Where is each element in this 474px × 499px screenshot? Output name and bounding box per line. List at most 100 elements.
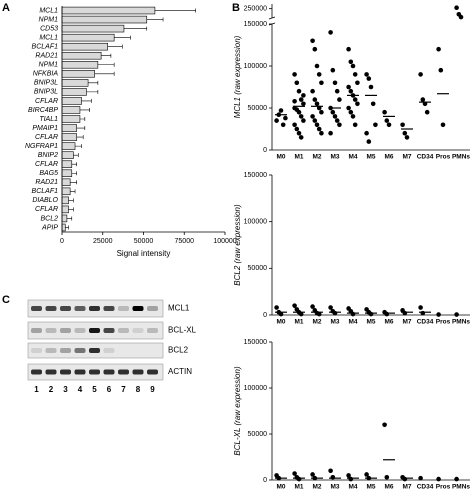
band: [103, 328, 115, 333]
band: [74, 348, 86, 353]
point: [337, 122, 342, 128]
point: [334, 88, 340, 94]
point: [454, 312, 459, 317]
point: [328, 468, 333, 474]
point: [352, 122, 358, 128]
point: [280, 122, 286, 128]
x-tick-label: CD34: [417, 484, 434, 491]
y-axis-title: BCL2 (raw expression): [233, 204, 242, 286]
point: [316, 311, 322, 317]
point: [337, 97, 342, 102]
point: [312, 46, 318, 52]
y-axis-title: MCL1 (raw expression): [233, 35, 242, 118]
band: [147, 328, 158, 333]
x-tick-label: M2: [312, 484, 321, 491]
point: [355, 101, 360, 107]
band: [31, 369, 42, 375]
y-tick-label: 0: [263, 312, 267, 319]
band: [147, 306, 158, 311]
y-tick-label: BCLAF1: [32, 188, 59, 195]
point: [312, 118, 318, 123]
point: [274, 305, 279, 310]
point: [454, 476, 459, 482]
error-bar: [75, 144, 82, 149]
point: [316, 72, 322, 77]
point: [368, 84, 374, 90]
y-tick-label: BNIP3L: [34, 89, 58, 96]
point: [350, 63, 356, 69]
point: [298, 114, 304, 119]
bar: [61, 61, 99, 69]
error-bar: [71, 171, 77, 176]
point: [298, 311, 304, 317]
point: [278, 311, 284, 317]
point: [352, 97, 358, 102]
bar: [61, 51, 102, 60]
error-bar: [76, 135, 84, 140]
panel-label: B: [232, 2, 240, 14]
bar: [61, 151, 74, 159]
point: [350, 311, 356, 317]
point: [328, 30, 333, 35]
point: [418, 305, 423, 310]
x-tick-label: M7: [402, 484, 411, 491]
point: [292, 98, 297, 104]
point: [310, 38, 315, 44]
error-bar: [79, 117, 86, 121]
bar: [61, 24, 125, 33]
bar: [61, 97, 82, 105]
point: [298, 135, 304, 140]
x-tick-label: M4: [348, 319, 357, 326]
point: [352, 72, 358, 77]
point: [436, 476, 441, 482]
x-tick-label: M0: [276, 484, 285, 491]
bar: [61, 178, 71, 187]
error-bar: [65, 225, 69, 230]
point: [366, 76, 372, 81]
y-tick-label: NFKBIA: [33, 71, 59, 78]
x-tick-label: M3: [330, 319, 339, 326]
point: [328, 305, 333, 310]
bar: [61, 88, 87, 96]
x-tick-label: M2: [312, 319, 321, 326]
y-tick-label: 150000: [244, 21, 267, 28]
x-tick-label: Pros: [436, 484, 451, 491]
bar: [61, 214, 68, 223]
point: [348, 59, 354, 65]
y-tick-label: APIP: [41, 224, 58, 231]
point: [436, 312, 441, 317]
y-tick-label: 100000: [244, 63, 267, 70]
error-bar: [71, 162, 77, 167]
point: [402, 310, 408, 316]
x-tick-label: CD34: [417, 154, 434, 161]
y-tick-label: 50000: [248, 105, 268, 112]
band: [89, 348, 100, 353]
point: [294, 80, 300, 86]
y-tick-label: CFLAR: [35, 206, 58, 213]
band: [74, 306, 86, 311]
point: [384, 118, 390, 123]
x-tick-label: M0: [276, 319, 285, 326]
bar: [61, 187, 71, 196]
point: [310, 88, 315, 94]
x-tick-label: M7: [402, 154, 411, 161]
x-tick-label: M5: [366, 154, 375, 161]
x-tick-label: 50000: [134, 238, 154, 245]
panel-label: C: [2, 294, 10, 306]
y-tick-label: CFLAR: [35, 98, 58, 105]
point: [330, 474, 336, 480]
band: [147, 369, 158, 375]
error-bar: [97, 62, 115, 67]
y-tick-label: DIABLO: [32, 197, 58, 204]
point: [384, 311, 390, 317]
lane-label: 2: [49, 385, 54, 394]
error-bar: [86, 89, 99, 94]
point: [301, 93, 306, 98]
point: [382, 422, 387, 428]
y-tick-label: 250000: [244, 6, 267, 13]
bar: [61, 42, 108, 51]
band: [45, 348, 57, 353]
point: [314, 122, 320, 128]
point: [373, 122, 378, 128]
error-bar: [107, 44, 123, 49]
